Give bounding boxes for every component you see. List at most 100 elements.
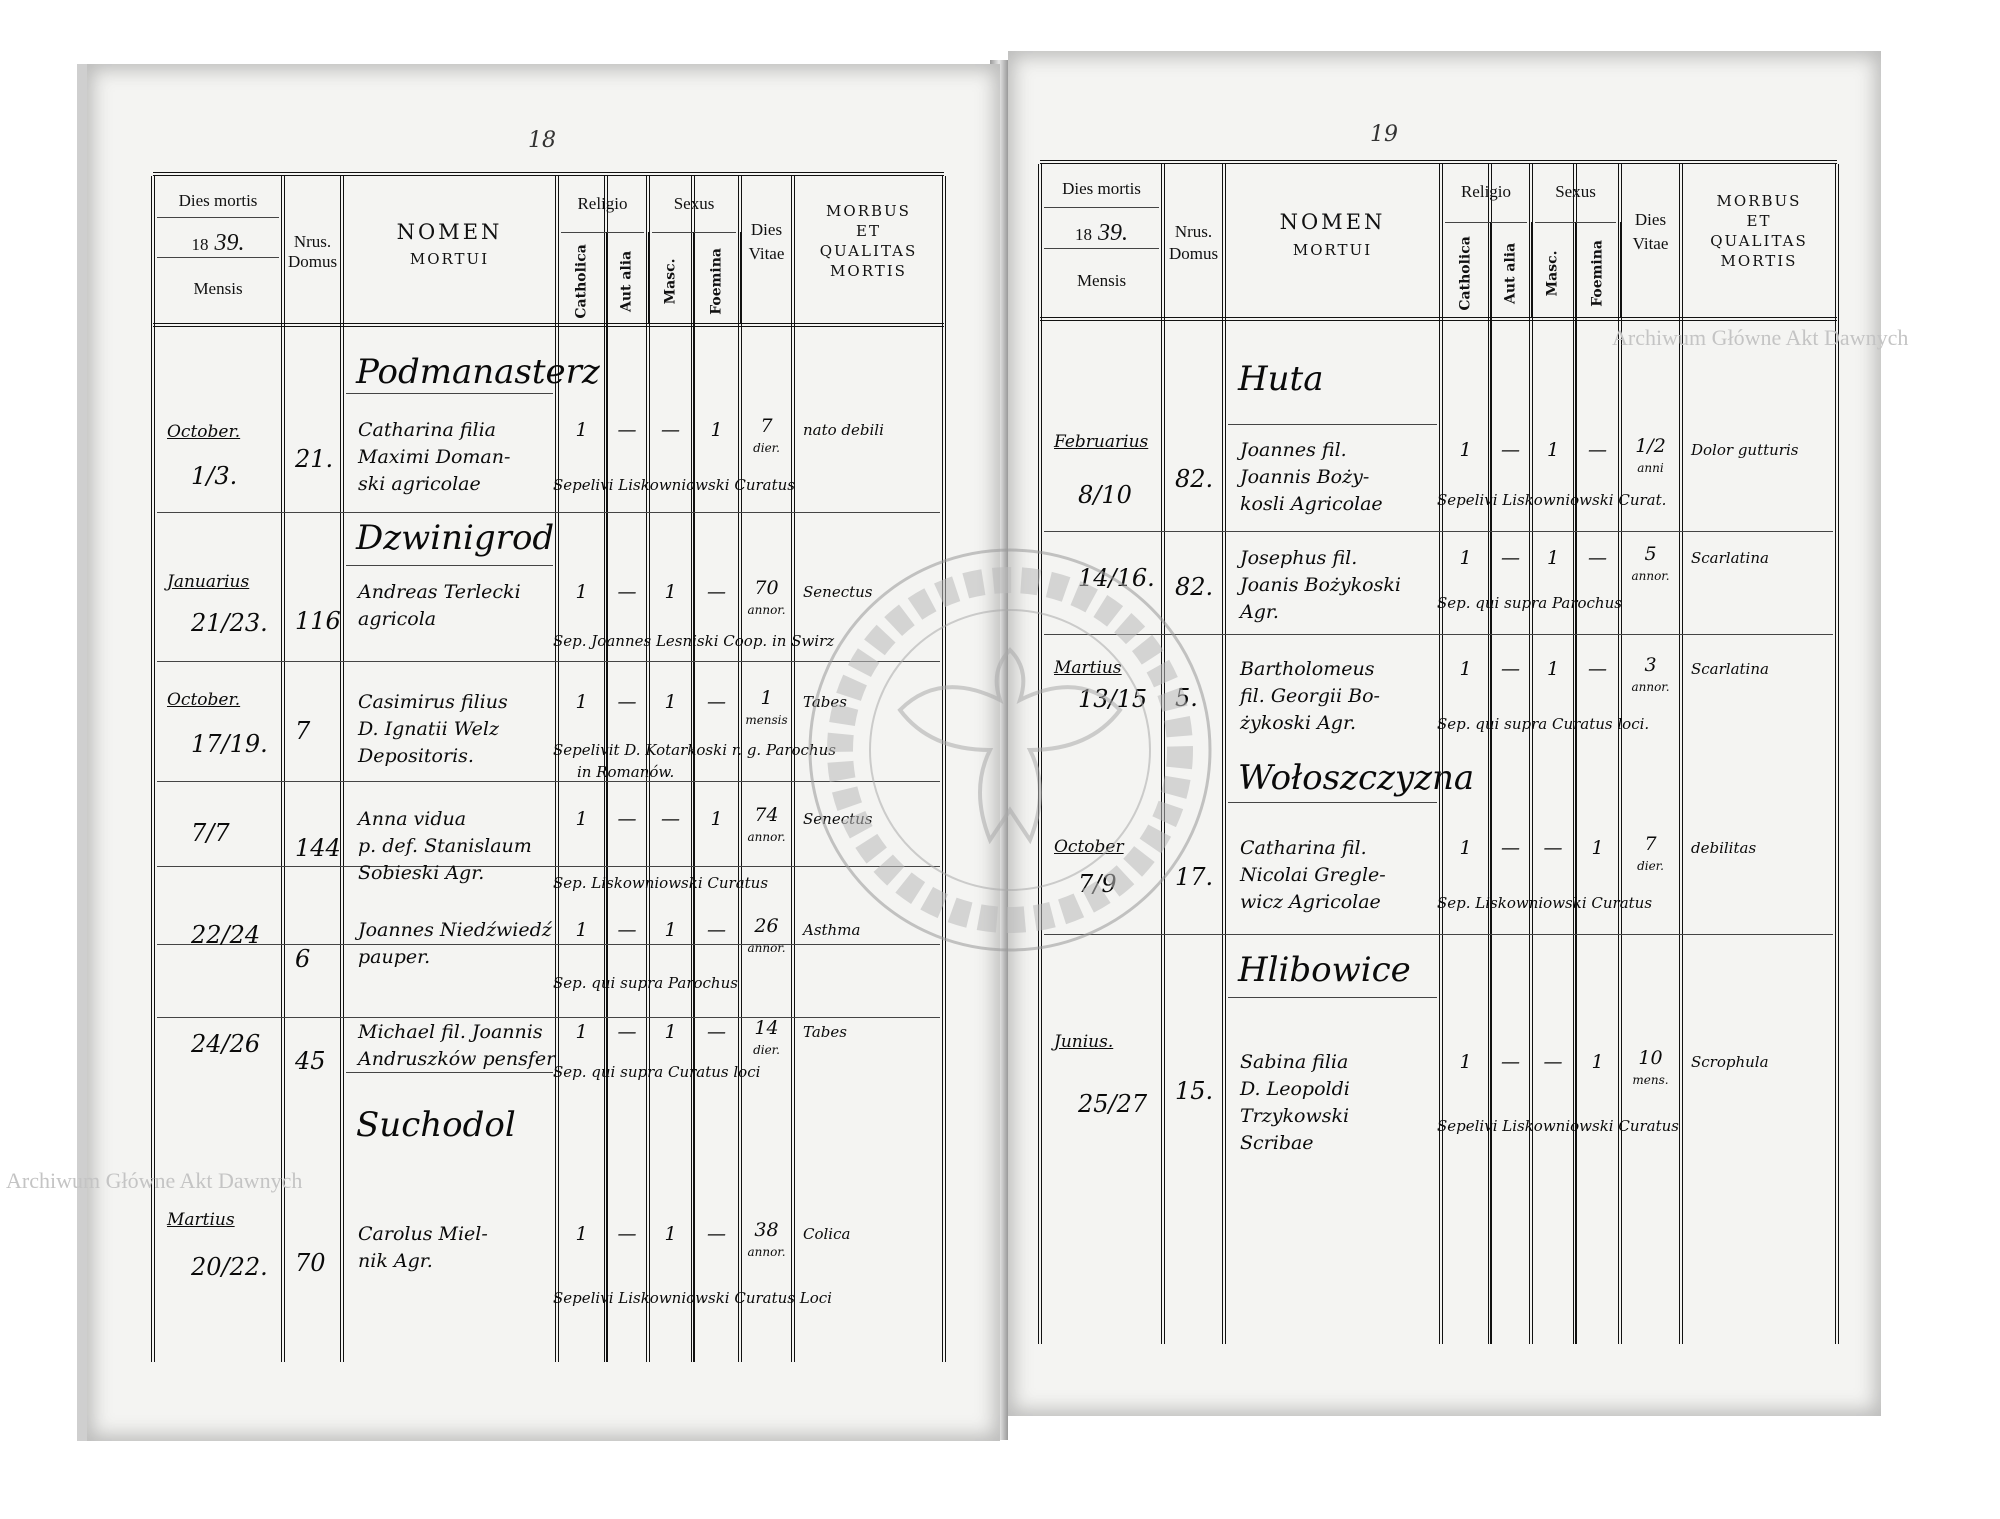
entry-name-line: żykoski Agr.	[1240, 712, 1356, 734]
entry-name-line: Michael fil. Joannis	[358, 1021, 543, 1043]
entry-burial-note: Sepelivi Liskowniowski Curat.	[1437, 491, 1667, 509]
entry-foemina: —	[1588, 547, 1607, 569]
entry-masc: 1	[1546, 547, 1560, 569]
header-et: ET	[1746, 211, 1772, 230]
entry-house-number: 21.	[295, 445, 334, 473]
entry-foemina: 1	[710, 419, 723, 441]
entry-name-line: Anna vidua	[358, 808, 467, 830]
header-rule	[157, 256, 279, 258]
entry-name-line: kosli Agricolae	[1240, 493, 1383, 515]
entry-masc: —	[661, 419, 680, 441]
entry-name-line: Maximi Doman-	[358, 446, 511, 468]
entry-catholica: 1	[575, 1021, 588, 1043]
column-divider	[1161, 164, 1165, 1344]
archive-stamp	[808, 548, 1212, 952]
entry-name-line: Bartholomeus	[1240, 658, 1375, 680]
column-divider	[1038, 164, 1042, 1344]
entry-aut-alia: —	[1501, 439, 1520, 461]
header-aut-alia: Aut alia	[1502, 242, 1519, 304]
entry-burial-note: in Romanów.	[577, 763, 675, 781]
row-rule	[1044, 934, 1833, 935]
page-number-left: 18	[528, 128, 556, 153]
header-religio: Religio	[1460, 182, 1512, 202]
entry-name-line: agricola	[358, 608, 437, 630]
subcolumn-divider	[1575, 222, 1576, 317]
entry-morbus: Scarlatina	[1691, 660, 1769, 678]
entry-house-number: 144	[295, 834, 341, 862]
header-year: 18 39.	[1040, 219, 1163, 248]
year-handwritten: 39.	[1098, 220, 1128, 247]
entry-masc: —	[1543, 837, 1563, 859]
entry-name-line: Casimirus filius	[358, 691, 508, 713]
entry-burial-note: Sepelivi Liskowniowski Curatus Loci	[553, 1289, 832, 1307]
column-divider	[151, 176, 155, 1362]
entry-dies-vitae: 1/2	[1635, 435, 1666, 457]
village-heading: Huta	[1238, 359, 1324, 399]
entry-dies-vitae: 26	[754, 915, 779, 937]
entry-name-line: Andreas Terlecki	[358, 581, 521, 603]
entry-name-line: Sobieski Agr.	[358, 862, 485, 884]
header-rule	[1044, 248, 1159, 250]
column-divider	[1618, 164, 1622, 1344]
row-rule	[157, 944, 940, 945]
row-rule	[157, 661, 940, 662]
entry-aut-alia: —	[1501, 837, 1520, 859]
header-nrus: Nrus.	[293, 231, 332, 251]
entry-catholica: 1	[575, 919, 588, 941]
header-mortui: MORTUI	[1292, 240, 1373, 259]
entry-name-line: D. Leopoldi	[1240, 1078, 1350, 1100]
entry-name-line: Trzykowski	[1240, 1105, 1350, 1127]
row-rule	[1228, 424, 1437, 425]
year-prefix: 18	[191, 234, 209, 254]
entry-house-number: 82.	[1175, 465, 1214, 493]
page-number-right: 19	[1370, 122, 1398, 147]
entry-aut-alia: —	[1501, 658, 1520, 680]
entry-burial-note: Sep. qui supra Parochus	[553, 974, 738, 992]
entry-dies-vitae: 7	[760, 415, 773, 437]
header-vitae: Vitae	[1632, 234, 1669, 254]
header-sexus: Sexus	[673, 193, 715, 213]
entry-masc: 1	[1546, 658, 1560, 680]
header-morbus: MORBUS	[826, 202, 911, 221]
entry-burial-note: Sep. Liskowniowski Curatus	[553, 874, 769, 892]
entry-dies-unit: dier.	[753, 441, 780, 455]
row-rule	[157, 781, 940, 782]
entry-catholica: 1	[1459, 658, 1472, 680]
row-rule	[1228, 997, 1437, 998]
entry-masc: —	[1543, 1051, 1563, 1073]
entry-house-number: 82.	[1175, 573, 1214, 601]
entry-name-line: Agr.	[1240, 601, 1279, 623]
entry-dies-unit: annor.	[747, 830, 786, 844]
entry-foemina: —	[1588, 439, 1607, 461]
header-mortis: MORTIS	[1720, 251, 1798, 270]
entry-foemina: —	[1588, 658, 1607, 680]
entry-catholica: 1	[575, 581, 588, 603]
entry-name-line: Josephus fil.	[1240, 547, 1358, 569]
entry-dies-vitae: 7	[1644, 833, 1657, 855]
subcolumn-divider	[1490, 222, 1491, 317]
entry-catholica: 1	[1459, 837, 1472, 859]
village-heading: Hlibowice	[1238, 950, 1411, 990]
entry-month: October.	[167, 422, 241, 442]
entry-month: Februarius	[1054, 432, 1149, 452]
entry-morbus: Scrophula	[1691, 1053, 1769, 1071]
header-masc: Masc.	[662, 258, 679, 305]
entry-aut-alia: —	[617, 691, 637, 713]
entry-masc: —	[661, 808, 680, 830]
header-nrus: Nrus.	[1174, 222, 1213, 242]
entry-name-line: Carolus Miel-	[358, 1223, 488, 1245]
entry-aut-alia: —	[617, 581, 637, 603]
entry-burial-note: Sep. Liskowniowski Curatus	[1437, 894, 1653, 912]
row-rule	[157, 512, 940, 513]
entry-burial-note: Sep. Joannes Lesniski Coop. in Swirz	[553, 632, 835, 650]
entry-name-line: Joannes Niedźwiedź	[358, 919, 552, 941]
stamp-outer-ring	[808, 548, 1212, 952]
entry-morbus: Senectus	[803, 583, 873, 601]
subcolumn-divider	[740, 231, 741, 323]
entry-aut-alia: —	[617, 919, 637, 941]
header-nomen: NOMEN	[396, 220, 503, 245]
header-rule	[157, 217, 279, 219]
column-divider	[281, 176, 285, 1362]
entry-day: 1/3.	[191, 462, 238, 490]
entry-dies-vitae: 5	[1644, 543, 1657, 565]
